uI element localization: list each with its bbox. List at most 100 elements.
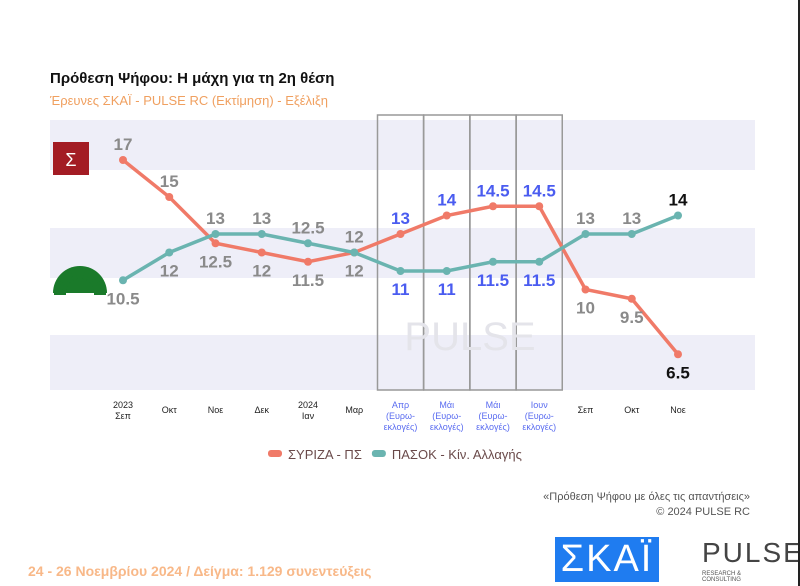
pasok-sun-ray <box>92 283 106 291</box>
data-point <box>396 230 405 238</box>
x-tick-label: 2023 <box>113 400 133 410</box>
x-tick-label: Σεπ <box>578 405 594 415</box>
data-point <box>581 230 590 238</box>
copyright: © 2024 PULSE RC <box>656 506 750 518</box>
euro-election-box <box>515 114 563 391</box>
pulse-logo-word: PULSE <box>702 537 800 568</box>
data-label: 13 <box>391 209 410 228</box>
data-point <box>489 257 497 266</box>
note-line-1: «Πρόθεση Ψήφου με όλες τις απαντήσεις» <box>543 491 750 503</box>
x-tick-label: εκλογές) <box>430 422 464 432</box>
legend-label: ΠΑΣΟΚ - Κίν. Αλλαγής <box>392 447 522 462</box>
data-point <box>257 230 266 238</box>
data-point <box>627 230 636 238</box>
data-point <box>535 257 544 266</box>
data-label: 9.5 <box>620 308 644 327</box>
legend-swatch <box>268 450 282 457</box>
data-label: 6.5 <box>666 363 690 382</box>
data-label: 11.5 <box>523 271 555 290</box>
data-point <box>442 267 451 275</box>
data-label: 12 <box>160 262 179 281</box>
x-tick-label: Δεκ <box>254 405 269 415</box>
data-point <box>304 239 312 248</box>
data-point <box>489 202 497 211</box>
pasok-sun-ray <box>70 267 78 281</box>
data-label: 11.5 <box>477 271 509 290</box>
x-tick-label: εκλογές) <box>384 422 418 432</box>
data-point <box>442 211 451 220</box>
data-label: 14.5 <box>476 181 509 200</box>
chart-title: Πρόθεση Ψήφου: Η μάχη για τη 2η θέση <box>50 70 335 87</box>
data-point <box>165 248 174 257</box>
data-point <box>396 267 405 275</box>
x-tick-label: Σεπ <box>115 411 131 421</box>
pasok-sun-ray <box>57 276 70 287</box>
pulse-logo: PULSE RESEARCH & CONSULTING <box>680 537 798 583</box>
x-tick-label: εκλογές) <box>522 422 556 432</box>
data-label: 14.5 <box>523 181 556 200</box>
x-tick-label: εκλογές) <box>476 422 510 432</box>
data-point <box>211 239 220 248</box>
data-point <box>350 248 359 257</box>
data-label: 13 <box>622 209 641 228</box>
x-tick-label: (Ευρω- <box>386 411 415 421</box>
data-label: 12.5 <box>291 218 324 237</box>
data-label: 12 <box>345 262 364 281</box>
pasok-sun-ray <box>86 270 97 283</box>
data-label: 14 <box>669 191 688 210</box>
legend-swatch <box>371 450 386 457</box>
skai-logo: ΣΚΑΪ <box>555 537 659 582</box>
data-point <box>211 230 220 238</box>
data-label: 10 <box>576 299 595 318</box>
data-point <box>257 248 266 257</box>
data-point <box>119 156 127 164</box>
source-note: «Πρόθεση Ψήφου με όλες τις απαντήσεις» ©… <box>543 490 750 520</box>
grid-band <box>50 120 755 170</box>
grid-band <box>50 335 755 390</box>
data-point <box>119 276 127 285</box>
pasok-sun-ray <box>90 276 103 287</box>
pulse-logo-sub: RESEARCH & CONSULTING <box>702 571 742 583</box>
data-label: 10.5 <box>106 289 139 308</box>
data-point <box>304 257 312 266</box>
x-tick-label: (Ευρω- <box>478 411 507 421</box>
x-tick-label: (Ευρω- <box>525 411 554 421</box>
x-tick-label: Μάι <box>486 400 501 410</box>
x-tick-label: Μαρ <box>345 405 363 415</box>
data-point <box>535 202 544 211</box>
chart-subtitle: Έρευνες ΣΚΑΪ - PULSE RC (Εκτίμηση) - Εξέ… <box>50 93 328 108</box>
data-point <box>165 193 174 201</box>
x-tick-label: 2024 <box>298 400 318 410</box>
data-label: 11 <box>438 280 456 299</box>
x-tick-label: Ιαν <box>302 411 315 421</box>
data-label: 11.5 <box>292 271 324 290</box>
x-tick-label: Νοε <box>670 405 686 415</box>
x-tick-label: Ιουν <box>531 400 548 410</box>
data-label: 14 <box>437 191 456 210</box>
x-tick-label: Απρ <box>392 400 409 410</box>
data-label: 13 <box>252 209 271 228</box>
watermark: PULSE <box>404 315 535 359</box>
data-label: 15 <box>160 172 179 191</box>
data-label: 13 <box>576 209 595 228</box>
x-tick-label: Οκτ <box>624 405 640 415</box>
x-tick-label: Μάι <box>439 400 454 410</box>
data-point <box>627 294 636 303</box>
syriza-logo <box>53 142 89 175</box>
survey-info: 24 - 26 Νοεμβρίου 2024 / Δείγμα: 1.129 σ… <box>28 563 372 579</box>
x-tick-label: Οκτ <box>162 405 178 415</box>
pasok-sun-ray <box>54 283 68 291</box>
pasok-sun-ray <box>82 267 90 281</box>
data-label: 17 <box>114 135 133 154</box>
data-label: 12 <box>345 228 364 247</box>
data-label: 12.5 <box>199 252 232 271</box>
data-label: 13 <box>206 209 225 228</box>
x-tick-label: (Ευρω- <box>432 411 461 421</box>
data-point <box>581 285 590 294</box>
data-label: 11 <box>392 280 410 299</box>
data-point <box>674 350 682 359</box>
x-tick-label: Νοε <box>208 405 224 415</box>
pasok-sun-ray <box>63 270 74 283</box>
